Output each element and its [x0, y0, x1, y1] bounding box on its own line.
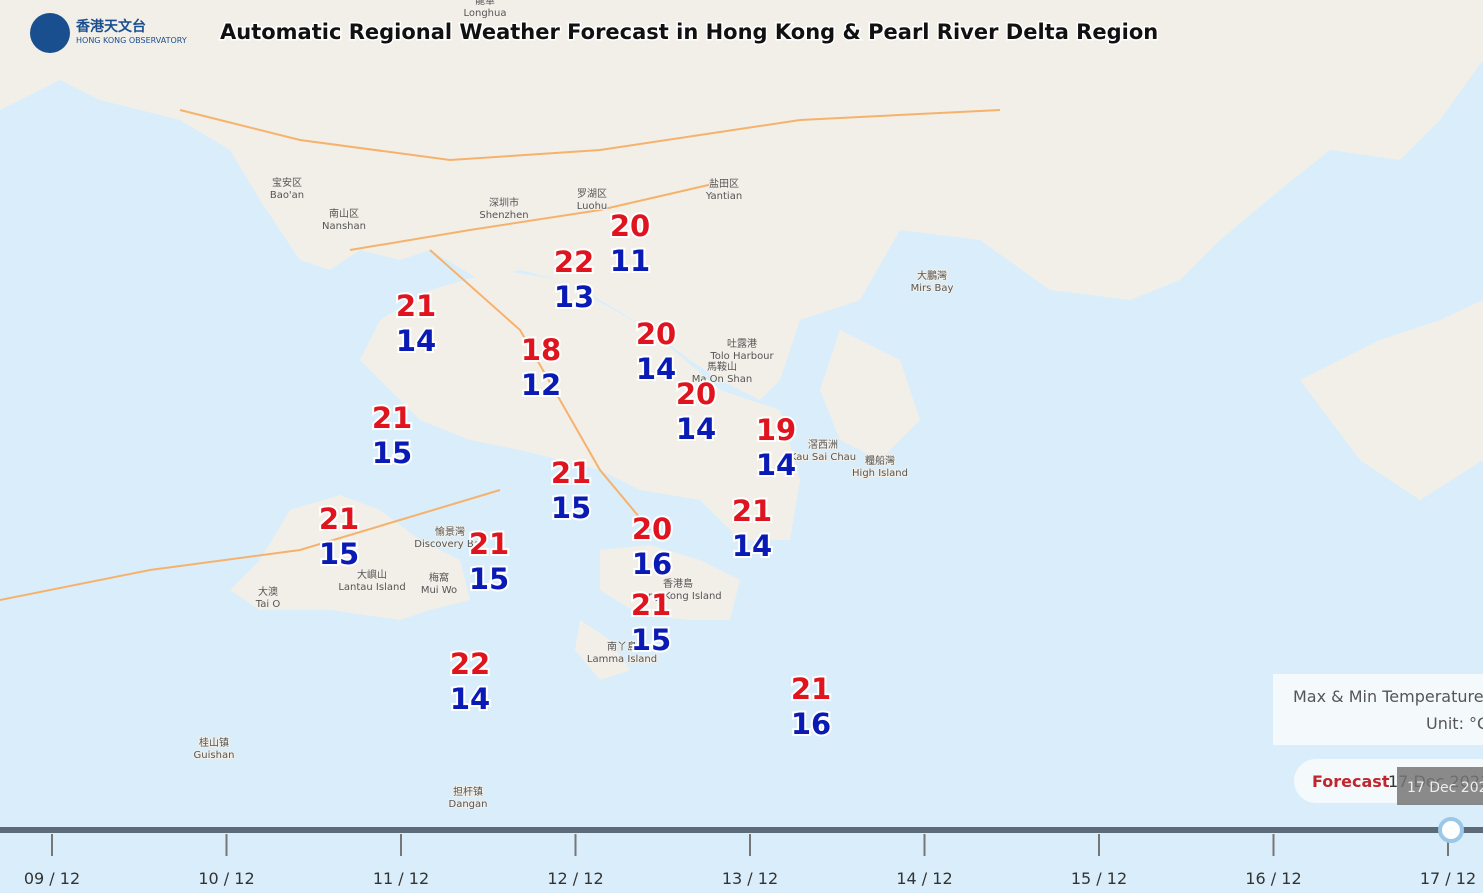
place-en: High Island [852, 468, 908, 479]
place-cn: 馬鞍山 [707, 360, 737, 373]
min-temp: 14 [396, 324, 436, 358]
max-temp: 18 [521, 333, 561, 367]
max-temp: 21 [372, 401, 412, 435]
timeline-label: 16 / 12 [1245, 869, 1301, 888]
min-temp: 15 [631, 623, 671, 657]
max-temp: 20 [636, 317, 676, 351]
place-en: Mui Wo [421, 585, 457, 596]
place-en: Mirs Bay [911, 283, 954, 294]
timeline-label: 11 / 12 [373, 869, 429, 888]
place-cn: 大澳 [258, 585, 278, 598]
place-cn: 担杆镇 [453, 785, 483, 798]
min-temp: 16 [791, 707, 831, 741]
place-en: Shenzhen [479, 210, 528, 221]
place-en: Nanshan [322, 221, 366, 232]
min-temp: 14 [450, 682, 490, 716]
min-temp: 15 [469, 562, 509, 596]
place-en: Lamma Island [587, 654, 657, 665]
timeline-label: 10 / 12 [198, 869, 254, 888]
timeline-label: 12 / 12 [547, 869, 603, 888]
place-en: Kau Sai Chau [790, 452, 856, 463]
place-en: Tai O [255, 599, 281, 610]
place-cn: 大鵬灣 [917, 269, 947, 282]
place-cn: 罗湖区 [577, 188, 607, 200]
tooltip [1397, 767, 1483, 805]
place-en: Yantian [705, 191, 742, 202]
place-en: Guishan [194, 750, 235, 761]
logo-en: HONG KONG OBSERVATORY [76, 36, 187, 45]
min-temp: 15 [319, 537, 359, 571]
place-cn: 香港島 [663, 577, 693, 590]
max-temp: 20 [632, 512, 672, 546]
legend-box [1273, 674, 1483, 745]
place-en: Tolo Harbour [709, 351, 774, 362]
place-cn: 大嶼山 [357, 568, 387, 581]
timeline-label: 14 / 12 [896, 869, 952, 888]
place-en: Luohu [577, 201, 608, 212]
max-temp: 21 [396, 289, 436, 323]
timeline-label: 09 / 12 [24, 869, 80, 888]
max-temp: 22 [450, 647, 490, 681]
min-temp: 14 [676, 412, 716, 446]
place-cn: 深圳市 [489, 196, 519, 209]
min-temp: 14 [636, 352, 676, 386]
forecast-label: Forecast [1312, 772, 1390, 791]
timeline-label: 13 / 12 [722, 869, 778, 888]
place-cn: 南丫島 [607, 640, 637, 653]
min-temp: 16 [632, 547, 672, 581]
place-cn: 滘西洲 [808, 439, 838, 451]
logo-cn: 香港天文台 [75, 18, 146, 35]
max-temp: 21 [631, 588, 671, 622]
max-temp: 20 [610, 209, 650, 243]
place-cn: 宝安区 [272, 176, 302, 189]
max-temp: 21 [791, 672, 831, 706]
max-temp: 22 [554, 245, 594, 279]
timeline-label: 15 / 12 [1071, 869, 1127, 888]
min-temp: 12 [521, 368, 561, 402]
place-en: Discovery Bay [414, 539, 486, 550]
max-temp: 21 [732, 494, 772, 528]
place-en: Lantau Island [338, 582, 405, 593]
max-temp: 21 [319, 502, 359, 536]
place-cn: 愉景灣 [435, 525, 465, 538]
land [0, 0, 1483, 680]
place-cn: 龍華 [475, 0, 495, 7]
min-temp: 15 [372, 436, 412, 470]
max-temp: 20 [676, 377, 716, 411]
logo [30, 13, 70, 53]
max-temp: 19 [756, 413, 796, 447]
place-en: Hong Kong Island [634, 591, 721, 602]
legend-title: Max & Min Temperature [1293, 687, 1483, 706]
place-cn: 糧船灣 [865, 454, 895, 467]
min-temp: 14 [756, 448, 796, 482]
place-en: Ma On Shan [692, 374, 752, 385]
roads [0, 109, 1001, 601]
place-en: Bao'an [270, 190, 304, 201]
place-en: Longhua [463, 8, 506, 19]
place-cn: 梅窩 [429, 571, 449, 584]
tooltip-date: 17 Dec 2023 [1407, 780, 1483, 796]
min-temp: 13 [554, 280, 594, 314]
max-temp: 21 [469, 527, 509, 561]
timeline-knob[interactable] [1438, 817, 1464, 843]
min-temp: 14 [732, 529, 772, 563]
place-en: Dangan [449, 799, 488, 810]
min-temp: 11 [610, 244, 650, 278]
place-cn: 桂山镇 [199, 736, 229, 749]
place-cn: 南山区 [329, 207, 359, 220]
title: Automatic Regional Weather Forecast in H… [220, 20, 1158, 44]
place-cn: 盐田区 [709, 177, 739, 190]
timeline-label: 17 / 12 [1420, 869, 1476, 888]
legend-unit: Unit: °C [1426, 714, 1483, 733]
min-temp: 15 [551, 491, 591, 525]
max-temp: 21 [551, 456, 591, 490]
place-cn: 吐露港 [727, 338, 757, 350]
